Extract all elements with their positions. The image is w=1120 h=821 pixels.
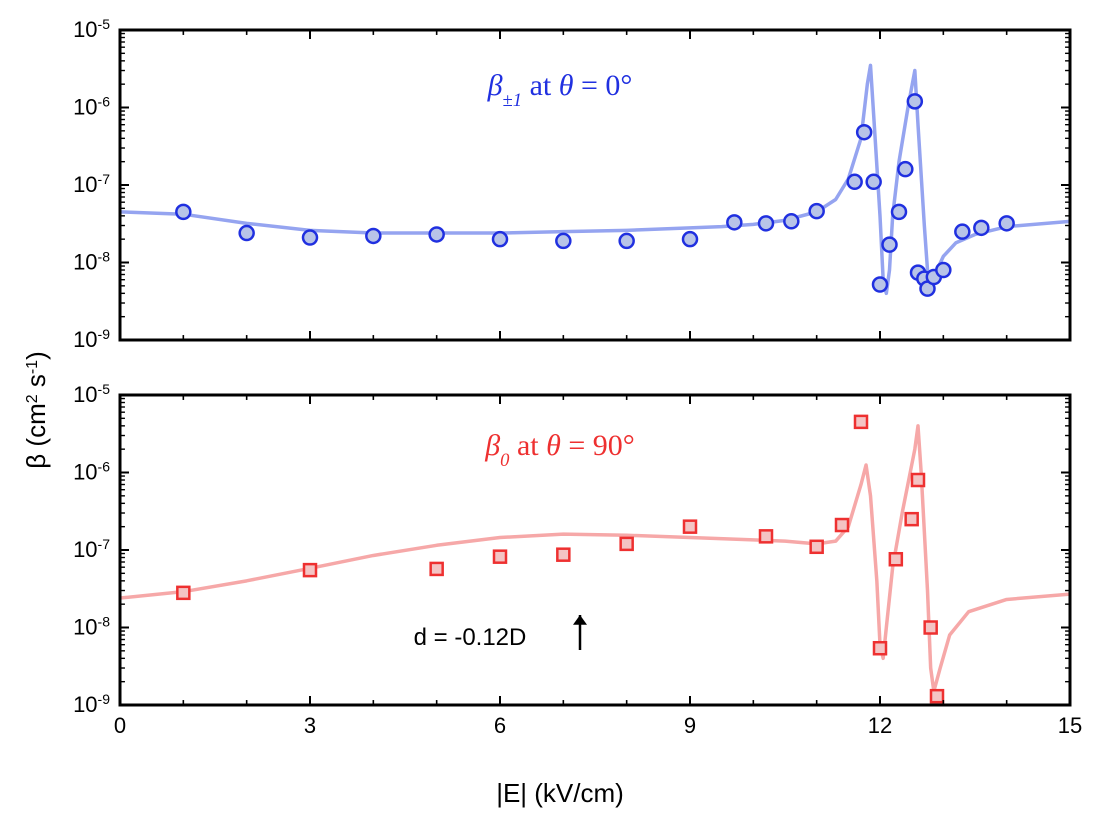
y-tick-label: 10-9 xyxy=(73,326,110,352)
chart-container: 10-9 10-8 10-7 10-6 10-5 β±1 at θ = 0° 0 3 6 9 12 1… xyxy=(0,0,1120,821)
data-point xyxy=(810,204,824,218)
data-point xyxy=(974,221,988,235)
data-point xyxy=(867,175,881,189)
data-point xyxy=(936,263,950,277)
y-tick-label: 10-5 xyxy=(73,381,110,407)
x-tick-label: 0 xyxy=(114,713,126,738)
data-point xyxy=(366,229,380,243)
data-point xyxy=(892,205,906,219)
panel-label: β±1 at θ = 0° xyxy=(487,69,633,111)
data-point xyxy=(873,278,887,292)
annotation-arrow-head xyxy=(573,615,587,625)
data-point xyxy=(557,549,569,561)
data-point xyxy=(176,205,190,219)
data-point xyxy=(556,234,570,248)
x-tick-label: 9 xyxy=(684,713,696,738)
data-point xyxy=(855,416,867,428)
x-tick-label: 3 xyxy=(304,713,316,738)
annotation-text: d = -0.12D xyxy=(414,624,527,651)
data-point xyxy=(760,530,772,542)
data-point xyxy=(430,227,444,241)
data-point xyxy=(906,513,918,525)
y-tick-label: 10-7 xyxy=(73,536,110,562)
x-tick-label: 6 xyxy=(494,713,506,738)
data-point xyxy=(890,553,902,565)
y-tick-label: 10-8 xyxy=(73,614,110,640)
data-point xyxy=(240,226,254,240)
data-point xyxy=(908,94,922,108)
x-axis-title: |E| (kV/cm) xyxy=(496,778,624,808)
data-point xyxy=(684,521,696,533)
y-tick-label: 10-9 xyxy=(73,691,110,717)
data-point xyxy=(784,214,798,228)
data-point xyxy=(759,216,773,230)
data-point xyxy=(898,162,912,176)
y-tick-label: 10-6 xyxy=(73,94,110,120)
data-point xyxy=(304,564,316,576)
y-tick-label: 10-6 xyxy=(73,459,110,485)
y-tick-label: 10-7 xyxy=(73,171,110,197)
theory-curve xyxy=(120,426,1070,692)
data-point xyxy=(620,234,634,248)
data-point xyxy=(955,225,969,239)
data-point xyxy=(431,563,443,575)
data-point xyxy=(621,538,633,550)
data-point xyxy=(912,474,924,486)
y-axis-title: β (cm2 s-1) xyxy=(21,351,51,469)
data-point xyxy=(811,541,823,553)
data-point xyxy=(848,175,862,189)
panel-label: β0 at θ = 90° xyxy=(484,429,635,471)
data-point xyxy=(303,231,317,245)
x-tick-label: 12 xyxy=(868,713,892,738)
chart-svg: 10-9 10-8 10-7 10-6 10-5 β±1 at θ = 0° 0 3 6 9 12 1… xyxy=(0,0,1120,821)
x-tick-label: 15 xyxy=(1058,713,1082,738)
data-point xyxy=(931,690,943,702)
data-point xyxy=(925,622,937,634)
y-tick-label: 10-8 xyxy=(73,249,110,275)
data-point xyxy=(493,232,507,246)
data-point xyxy=(727,215,741,229)
data-point xyxy=(874,642,886,654)
data-point xyxy=(857,125,871,139)
data-point xyxy=(1000,216,1014,230)
data-point xyxy=(177,587,189,599)
data-point xyxy=(683,232,697,246)
y-tick-label: 10-5 xyxy=(73,16,110,42)
data-point xyxy=(494,551,506,563)
data-point xyxy=(883,238,897,252)
data-point xyxy=(836,519,848,531)
